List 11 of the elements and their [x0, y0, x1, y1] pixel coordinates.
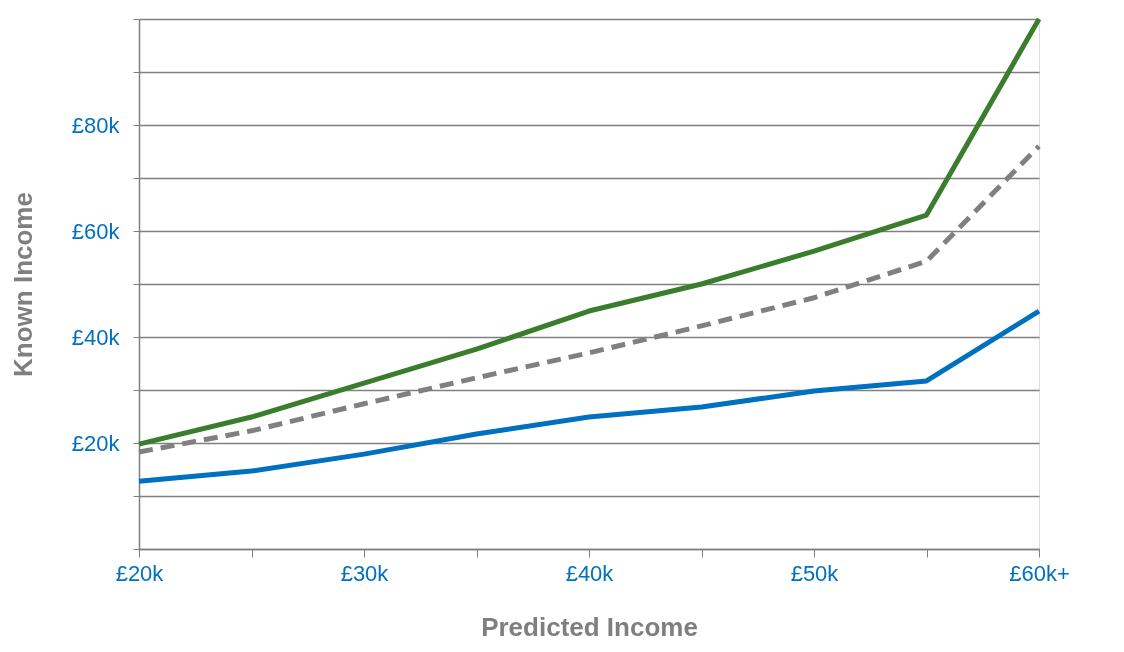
y-tick-label: £20k [71, 430, 121, 456]
x-tick-label: £50k [790, 560, 840, 586]
y-axis-title: Known Income [7, 192, 38, 377]
x-axis-title: Predicted Income [481, 611, 698, 642]
y-tick-label: £60k [71, 218, 121, 244]
y-tick-label: £40k [71, 324, 121, 350]
x-tick-label: £60k+ [1009, 560, 1070, 586]
x-tick-label: £40k [565, 560, 615, 586]
y-tick-label: £80k [71, 112, 121, 138]
x-tick-label: £20k [115, 560, 165, 586]
x-tick-label: £30k [340, 560, 390, 586]
